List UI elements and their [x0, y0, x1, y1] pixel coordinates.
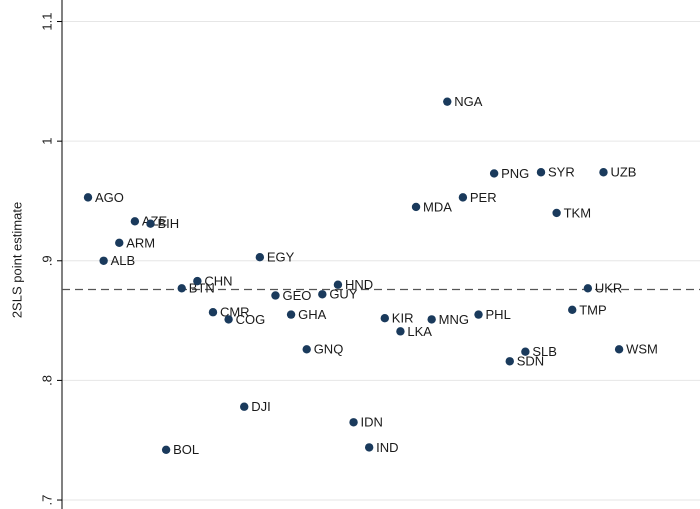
point-label: BOL [173, 442, 199, 457]
point [505, 357, 514, 366]
point [333, 280, 343, 289]
y-tick-label: .9 [39, 255, 54, 266]
point-label: COG [236, 312, 266, 327]
y-axis-label: 2SLS point estimate [9, 202, 24, 318]
point [115, 238, 124, 248]
point-label: SYR [548, 165, 575, 180]
y-tick-label: .7 [39, 495, 54, 506]
point-label: ARM [126, 235, 155, 250]
point [302, 345, 311, 354]
point-label: IDN [361, 415, 383, 430]
y-tick-label: 1.1 [39, 12, 54, 30]
point [411, 202, 421, 212]
point-label: IND [376, 440, 398, 455]
point [427, 315, 436, 324]
point [443, 97, 452, 106]
point [271, 291, 280, 300]
point-label: UZB [610, 165, 636, 180]
point [83, 193, 93, 202]
y-tick-label: .8 [39, 375, 54, 386]
point [458, 193, 468, 202]
point [521, 347, 530, 356]
point-label: AGO [95, 190, 124, 205]
point-label: GHA [298, 307, 327, 322]
point-label: GUY [329, 287, 358, 302]
point-label: MNG [439, 312, 469, 327]
point [552, 208, 561, 218]
point-label: SLB [532, 344, 557, 359]
point-label: NGA [454, 94, 483, 109]
point [161, 445, 171, 454]
point-label: MDA [423, 199, 452, 214]
point-label: GNQ [314, 342, 344, 357]
point-label: LKA [407, 324, 432, 339]
point-label: TKM [564, 205, 591, 220]
point-label: PNG [501, 166, 529, 181]
point-label: EGY [267, 250, 295, 265]
point [349, 418, 358, 427]
point [364, 443, 374, 452]
point [146, 219, 155, 228]
point [255, 252, 265, 262]
point-label: HND [345, 277, 373, 292]
point [240, 402, 249, 411]
point [536, 168, 546, 177]
point [224, 315, 233, 324]
point [583, 284, 593, 293]
point-label: PER [470, 190, 497, 205]
point [489, 169, 499, 178]
point [130, 217, 140, 226]
point [286, 310, 296, 319]
point-label: ALB [111, 253, 136, 268]
point [380, 313, 389, 323]
y-tick-label: 1 [39, 138, 54, 145]
point [208, 308, 218, 317]
point-label: GEO [282, 288, 311, 303]
point-label: UKR [595, 281, 622, 296]
point-label: TMP [579, 302, 606, 317]
point [614, 345, 624, 354]
point [193, 276, 202, 286]
point-label: PHL [486, 307, 511, 322]
point-label: KIR [392, 311, 414, 326]
point [568, 305, 577, 315]
point [177, 284, 186, 293]
point-label: SDN [517, 354, 544, 369]
point-label: DJI [251, 399, 271, 414]
point [474, 310, 483, 319]
point-label: WSM [626, 342, 658, 357]
point-label: BIH [158, 216, 180, 231]
point [99, 256, 108, 265]
point [599, 168, 608, 177]
point-label: CHN [204, 274, 232, 289]
point [396, 327, 405, 336]
point [318, 290, 327, 299]
